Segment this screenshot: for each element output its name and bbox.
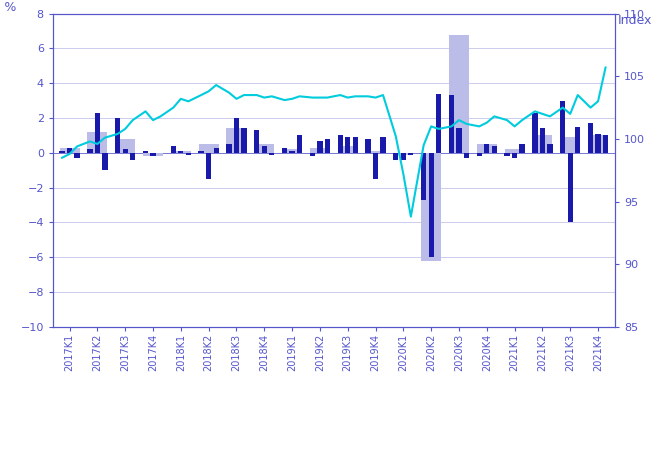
Indexnivå [58, 155, 66, 160]
Bar [477, 144, 497, 153]
Bar [449, 35, 469, 153]
Bar [171, 146, 176, 153]
Y-axis label: Index: Index [617, 14, 652, 27]
Bar [186, 153, 191, 154]
Bar [95, 113, 100, 153]
Bar [366, 139, 371, 153]
Bar [477, 153, 482, 156]
Bar [214, 148, 219, 153]
Bar [325, 139, 330, 153]
Bar [560, 101, 565, 153]
Indexnivå [407, 214, 415, 219]
Bar [122, 149, 128, 153]
Indexnivå [233, 96, 241, 102]
Bar [568, 153, 573, 222]
Bar [143, 151, 148, 153]
Bar [290, 151, 295, 153]
Bar [87, 132, 107, 153]
Bar [130, 153, 136, 160]
Bar [262, 146, 267, 153]
Bar [310, 148, 330, 153]
Bar [596, 133, 601, 153]
Bar [198, 151, 204, 153]
Bar [547, 144, 553, 153]
Bar [198, 144, 219, 153]
Bar [456, 128, 461, 153]
Bar [227, 128, 247, 153]
Bar [532, 113, 537, 153]
Bar [540, 128, 545, 153]
Bar [67, 148, 72, 153]
Bar [338, 146, 358, 153]
Bar [59, 151, 65, 153]
Bar [492, 146, 497, 153]
Bar [115, 139, 136, 153]
Bar [310, 153, 315, 156]
Bar [366, 151, 385, 153]
Bar [150, 153, 155, 156]
Bar [75, 153, 80, 158]
Bar [254, 130, 259, 153]
Bar [234, 118, 239, 153]
Bar [115, 118, 120, 153]
Y-axis label: Utv %: Utv % [0, 0, 17, 14]
Bar [241, 128, 247, 153]
Bar [171, 151, 191, 153]
Bar [297, 135, 302, 153]
Indexnivå [197, 92, 205, 98]
Bar [561, 137, 580, 153]
Indexnivå [212, 82, 220, 88]
Indexnivå [399, 171, 407, 177]
Bar [338, 135, 343, 153]
Bar [428, 153, 434, 257]
Bar [393, 153, 413, 154]
Bar [436, 94, 442, 153]
Bar [59, 148, 79, 153]
Bar [352, 137, 358, 153]
Bar [282, 148, 288, 153]
Indexnivå [149, 118, 157, 123]
Bar [206, 153, 212, 179]
Bar [87, 149, 93, 153]
Bar [408, 153, 414, 154]
Bar [504, 149, 525, 153]
Bar [282, 149, 302, 153]
Indexnivå [240, 92, 248, 98]
Bar [143, 153, 163, 156]
Line: Indexnivå: Indexnivå [62, 68, 605, 217]
Bar [269, 153, 274, 154]
Bar [226, 144, 231, 153]
Bar [254, 144, 274, 153]
Bar [484, 144, 489, 153]
Bar [393, 153, 399, 160]
Bar [178, 151, 184, 153]
Bar [421, 153, 441, 261]
Bar [603, 135, 608, 153]
Bar [532, 135, 553, 153]
Bar [449, 95, 454, 153]
Bar [520, 144, 525, 153]
Bar [588, 123, 593, 153]
Bar [504, 153, 510, 156]
Bar [373, 153, 378, 179]
Bar [512, 153, 518, 158]
Bar [421, 153, 426, 200]
Bar [575, 127, 580, 153]
Bar [102, 153, 108, 170]
Bar [345, 137, 350, 153]
Bar [464, 153, 469, 158]
Bar [401, 153, 406, 160]
Bar [588, 135, 608, 153]
Indexnivå [602, 65, 609, 70]
Bar [317, 141, 323, 153]
Bar [380, 137, 385, 153]
